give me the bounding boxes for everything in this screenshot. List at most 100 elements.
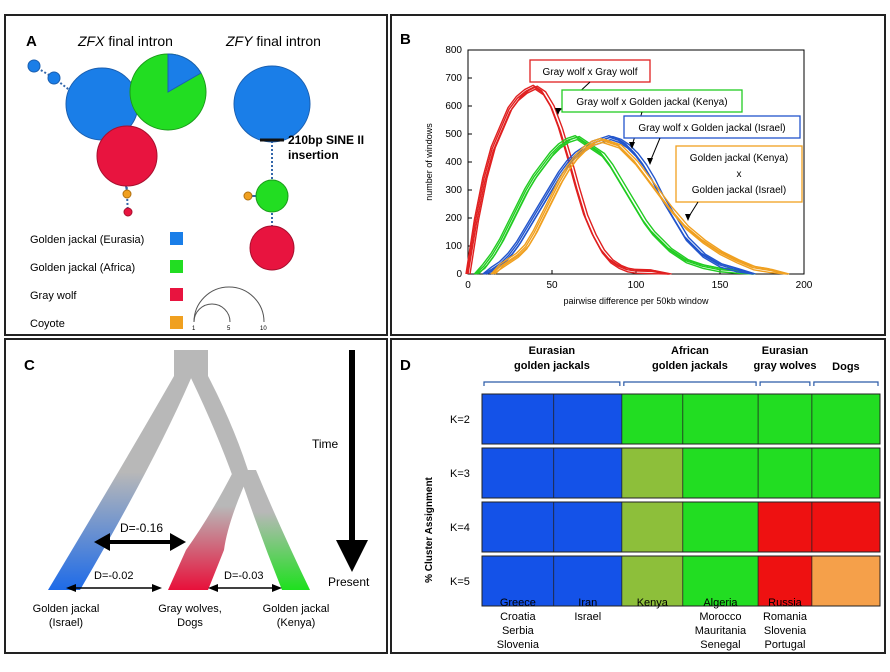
y-tick-label: 100 — [445, 241, 462, 252]
row-frame-3 — [481, 555, 881, 607]
cluster-assignment-chart: D Eurasian golden jackals African golden ja… — [400, 345, 881, 651]
d-label-main: D=-0.16 — [120, 521, 163, 535]
legend: Golden jackal (Eurasia) Golden jackal (A… — [30, 232, 183, 330]
annotation-box-3 — [675, 145, 803, 203]
panel-a: A ZFX final intron ZFY final intron — [4, 14, 388, 336]
cluster-bar-K=3-pop-0 — [482, 448, 554, 498]
tree-branch-kenya — [238, 470, 310, 590]
annotation-arrowhead-2 — [647, 158, 653, 165]
y-tick-label: 800 — [445, 45, 462, 56]
cluster-bar-K=3-pop-5 — [811, 448, 880, 498]
series-line-0-replicate-2 — [469, 85, 672, 275]
k-label-K=3: K=3 — [450, 468, 470, 480]
population-label-2: Kenya — [637, 597, 669, 609]
scale-label-10: 10 — [260, 326, 267, 332]
cluster-bar-K=4-pop-2 — [621, 502, 683, 552]
tree-root-stem — [174, 350, 208, 378]
tip-label-kenya-2: (Kenya) — [277, 617, 316, 629]
population-label-4: Portugal — [764, 639, 805, 651]
group-bracket-2 — [759, 381, 811, 386]
legend-label-jackal-eurasia: Golden jackal (Eurasia) — [30, 234, 144, 246]
annotation-arrowhead-1 — [629, 142, 635, 149]
x-tick-label: 0 — [465, 280, 471, 291]
group-bracket-3 — [813, 381, 879, 386]
population-label-1: Iran — [578, 597, 597, 609]
panel-d-letter: D — [400, 357, 411, 374]
cluster-bar-K=2-pop-2 — [621, 394, 683, 444]
chart-d-content: Eurasian golden jackals African golden jack… — [424, 345, 881, 651]
annotation-text-2: Gray wolf x Golden jackal (Israel) — [638, 123, 785, 134]
y-tick-label: 600 — [445, 101, 462, 112]
time-arrow-head — [336, 540, 368, 572]
panel-c: C D=-0.16 D=-0.02 D=-0.03 — [4, 338, 388, 654]
y-tick-label: 400 — [445, 157, 462, 168]
series-line-0-replicate-3 — [466, 86, 669, 275]
present-label: Present — [328, 575, 370, 589]
tip-label-wolves-2: Dogs — [177, 617, 203, 629]
d-label-left: D=-0.02 — [94, 570, 133, 582]
zfy-node-jackal-africa — [255, 179, 289, 213]
panel-b: B 0 50 100 150 200 0 100 200 300 400 500 600 700 800 p… — [390, 14, 886, 336]
cluster-bar-K=3-pop-4 — [758, 448, 812, 498]
haplotype-network-figure: A ZFX final intron ZFY final intron — [26, 33, 364, 332]
x-tick-label: 150 — [712, 280, 729, 291]
group-header-1: golden jackals — [652, 360, 728, 372]
population-label-3: Mauritania — [695, 625, 747, 637]
population-label-4: Slovenia — [764, 625, 807, 637]
population-label-3: Senegal — [700, 639, 740, 651]
zfy-title: ZFY final intron — [225, 33, 321, 49]
cluster-bar-K=4-pop-3 — [682, 502, 759, 552]
annotation-box-1 — [561, 89, 743, 113]
tree-branch-internal — [190, 376, 251, 480]
cluster-bar-K=2-pop-5 — [811, 394, 880, 444]
cluster-bar-K=4-pop-0 — [482, 502, 554, 552]
cluster-bar-K=3-pop-3 — [682, 448, 759, 498]
annotation-text-3: Golden jackal (Kenya) — [690, 153, 788, 164]
panel-c-letter: C — [24, 357, 35, 374]
k-label-K=5: K=5 — [450, 576, 470, 588]
cluster-bar-K=5-pop-5 — [811, 556, 880, 606]
panel-d: D Eurasian golden jackals African golden ja… — [390, 338, 886, 654]
legend-swatch-gray-wolf — [170, 288, 183, 301]
group-header-1: African — [671, 345, 709, 357]
zfy-node-coyote — [243, 191, 253, 201]
y-tick-label: 500 — [445, 129, 462, 140]
annotation-text-3: x — [737, 169, 742, 180]
population-label-4: Russia — [768, 597, 803, 609]
zfx-node-jackal-eurasia-small-2 — [47, 71, 61, 85]
zfy-node-gray-wolf — [249, 225, 295, 271]
y-axis-label: number of windows — [424, 123, 434, 201]
x-tick-label: 50 — [546, 280, 558, 291]
cluster-bar-K=4-pop-4 — [758, 502, 812, 552]
y-tick-label: 700 — [445, 73, 462, 84]
x-tick-label: 200 — [796, 280, 813, 291]
group-header-0: Eurasian — [529, 345, 576, 357]
tip-label-israel-1: Golden jackal — [33, 603, 100, 615]
cluster-bar-K=5-pop-4 — [758, 556, 812, 606]
group-bracket-0 — [483, 381, 621, 386]
tip-label-kenya-1: Golden jackal — [263, 603, 330, 615]
series-line-1-replicate-3 — [474, 136, 753, 275]
cluster-bar-K=5-pop-1 — [553, 556, 622, 606]
group-bracket-1 — [623, 381, 757, 386]
annotation-text-0: Gray wolf x Gray wolf — [542, 67, 637, 78]
cluster-bar-K=3-pop-2 — [621, 448, 683, 498]
cluster-bar-K=2-pop-0 — [482, 394, 554, 444]
zfy-node-jackal-eurasia — [233, 65, 311, 143]
k-label-K=2: K=2 — [450, 414, 470, 426]
cluster-bar-K=4-pop-1 — [553, 502, 622, 552]
zfx-node-jackal-eurasia-small-1 — [27, 59, 41, 73]
pairwise-difference-chart: B 0 50 100 150 200 0 100 200 300 400 500 600 700 800 p… — [400, 31, 813, 306]
series-line-1-replicate-2 — [477, 135, 756, 275]
sine-label-line1: 210bp SINE II — [288, 133, 364, 147]
cluster-bar-K=5-pop-0 — [482, 556, 554, 606]
group-header-0: golden jackals — [514, 360, 590, 372]
chart-b-annotations: Gray wolf x Gray wolf Gray wolf x Golden … — [529, 59, 803, 221]
y-tick-label: 0 — [456, 269, 462, 280]
annotation-arrowhead-0 — [555, 108, 561, 115]
d-label-right: D=-0.03 — [224, 570, 263, 582]
cluster-bar-K=2-pop-3 — [682, 394, 759, 444]
cluster-bar-K=3-pop-1 — [553, 448, 622, 498]
cluster-bar-K=5-pop-2 — [621, 556, 683, 606]
row-frame-0 — [481, 393, 881, 445]
